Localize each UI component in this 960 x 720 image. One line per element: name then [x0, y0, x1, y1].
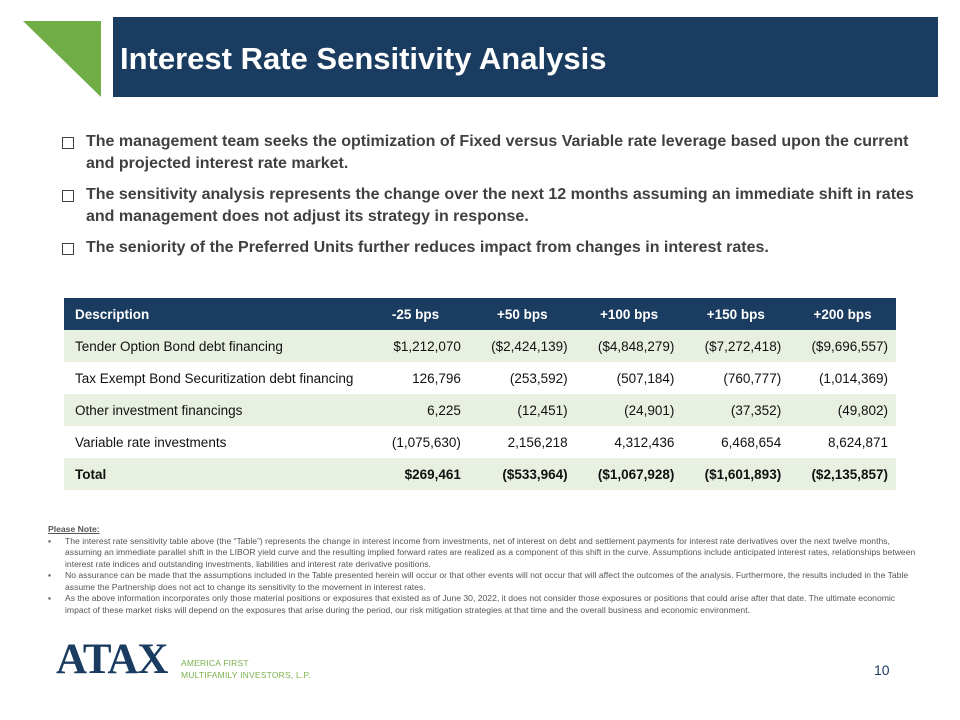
- column-header: -25 bps: [362, 298, 469, 330]
- cell-value: ($9,696,557): [789, 330, 896, 362]
- cell-value: (12,451): [468, 394, 576, 426]
- cell-value: (24,901): [575, 394, 683, 426]
- checkbox-bullet-icon: [62, 137, 74, 149]
- note-text: The interest rate sensitivity table abov…: [65, 535, 916, 569]
- cell-value: ($7,272,418): [682, 330, 790, 362]
- row-description: Variable rate investments: [75, 434, 227, 450]
- table-row: Tender Option Bond debt financing $1,212,…: [64, 330, 896, 362]
- cell-value: 6,468,654: [721, 434, 782, 450]
- cell-value: (1,075,630): [391, 434, 461, 450]
- column-header: +100 bps: [575, 298, 683, 330]
- logo-line: AMERICA FIRST: [181, 658, 249, 668]
- note-item: ▪ As the above information incorporates o…: [48, 593, 918, 616]
- cell-value: $1,212,070: [362, 330, 469, 362]
- page-number: 10: [874, 662, 890, 678]
- checkbox-bullet-icon: [62, 190, 74, 202]
- table-header-row: Description -25 bps +50 bps +100 bps +15…: [64, 298, 896, 330]
- note-item: ▪ The interest rate sensitivity table abo…: [48, 536, 918, 571]
- row-description: Other investment financings: [64, 394, 363, 426]
- green-triangle-decoration: [23, 21, 101, 97]
- table-row: Tax Exempt Bond Securitization debt fina…: [64, 362, 896, 394]
- cell-value: (760,777): [723, 370, 782, 386]
- row-description: Tax Exempt Bond Securitization debt fina…: [75, 370, 354, 386]
- checkbox-bullet-icon: [62, 243, 74, 255]
- column-header: +150 bps: [682, 298, 790, 330]
- cell-value: 126,796: [412, 370, 461, 386]
- cell-value: (37,352): [682, 394, 790, 426]
- column-header: +50 bps: [468, 298, 576, 330]
- page-title: Interest Rate Sensitivity Analysis: [120, 41, 607, 76]
- cell-value: 8,624,871: [827, 434, 888, 450]
- column-header: +200 bps: [789, 298, 896, 330]
- footnotes: Please Note: ▪ The interest rate sensitiv…: [48, 524, 918, 616]
- bullet-item: The seniority of the Preferred Units fur…: [62, 237, 922, 259]
- bullet-text: The sensitivity analysis represents the …: [86, 186, 914, 225]
- bullet-item: The sensitivity analysis represents the …: [62, 184, 922, 228]
- atax-logo: ATAX: [56, 636, 168, 683]
- sensitivity-table: Description -25 bps +50 bps +100 bps +15…: [64, 298, 896, 490]
- cell-value: 6,225: [362, 394, 469, 426]
- title-bar: Interest Rate Sensitivity Analysis: [113, 17, 938, 97]
- cell-value: (49,802): [789, 394, 896, 426]
- cell-value: ($2,135,857): [789, 458, 896, 490]
- bullet-list: The management team seeks the optimizati…: [62, 131, 922, 268]
- bullet-item: The management team seeks the optimizati…: [62, 131, 922, 175]
- note-item: ▪ No assurance can be made that the assum…: [48, 570, 918, 593]
- note-text: As the above information incorporates on…: [65, 593, 896, 615]
- bullet-text: The management team seeks the optimizati…: [86, 133, 909, 172]
- cell-value: ($2,424,139): [468, 330, 576, 362]
- total-row: Total $269,461 ($533,964) ($1,067,928) ($1,6…: [64, 458, 896, 490]
- cell-value: (1,014,369): [818, 370, 888, 386]
- column-header: Description: [64, 298, 363, 330]
- cell-value: 2,156,218: [507, 434, 568, 450]
- note-text: No assurance can be made that the assump…: [65, 570, 909, 592]
- row-description: Tender Option Bond debt financing: [64, 330, 363, 362]
- cell-value: $269,461: [362, 458, 469, 490]
- row-description: Total: [64, 458, 363, 490]
- logo-subtitle: AMERICA FIRST MULTIFAMILY INVESTORS, L.P…: [181, 657, 311, 681]
- cell-value: (253,592): [509, 370, 568, 386]
- cell-value: ($1,601,893): [682, 458, 790, 490]
- logo-line: MULTIFAMILY INVESTORS, L.P.: [181, 670, 311, 680]
- table-row: Other investment financings 6,225 (12,451)…: [64, 394, 896, 426]
- cell-value: ($1,067,928): [575, 458, 683, 490]
- table-row: Variable rate investments (1,075,630) 2,15…: [64, 426, 896, 458]
- cell-value: ($4,848,279): [575, 330, 683, 362]
- cell-value: ($533,964): [468, 458, 576, 490]
- cell-value: (507,184): [616, 370, 675, 386]
- cell-value: 4,312,436: [614, 434, 675, 450]
- bullet-text: The seniority of the Preferred Units fur…: [86, 239, 769, 256]
- notes-heading: Please Note:: [48, 524, 100, 534]
